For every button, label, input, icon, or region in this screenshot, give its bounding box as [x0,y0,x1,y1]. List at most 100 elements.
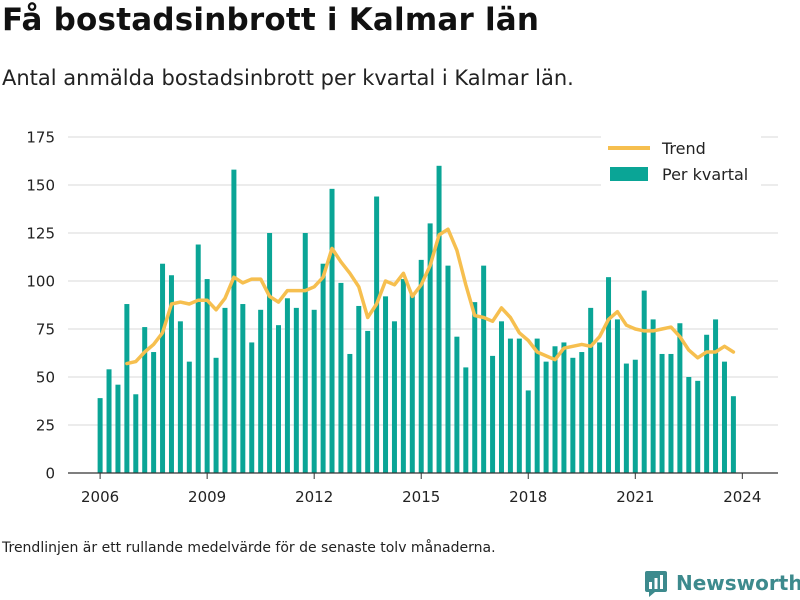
bar [177,321,183,473]
bar [507,338,513,473]
bar [267,233,273,473]
bar [168,275,174,473]
bar [543,361,549,473]
bar [463,367,469,473]
bar [365,330,371,473]
bar [160,263,166,473]
bar [320,263,326,473]
newsworthy-logo: Newsworthy [644,568,800,598]
brand-name: Newsworthy [676,571,800,595]
bar [588,307,594,473]
bar [213,357,219,473]
x-tick-label-2009: 2009 [188,488,226,506]
bar [276,325,281,473]
bar [195,244,201,473]
x-tick-label-2021: 2021 [616,488,654,506]
bar [454,336,460,473]
bar [713,319,719,473]
bar [561,342,567,473]
bar [124,304,130,473]
trend-line-path [125,227,736,366]
y-tick-label-75: 75 [36,321,55,339]
x-tick-label-2006: 2006 [81,488,119,506]
legend-label-per-kvartal: Per kvartal [662,165,748,184]
footnote: Trendlinjen är ett rullande medelvärde f… [2,540,496,556]
bar [650,319,656,473]
chart-subtitle: Antal anmälda bostadsinbrott per kvartal… [2,66,574,90]
bar [383,296,389,473]
bar [356,305,362,473]
bar [222,307,228,473]
bar [427,223,433,473]
x-tick-label-2018: 2018 [509,488,547,506]
bar [418,259,424,473]
bars-per-kvartal [97,165,736,474]
bar [641,290,647,473]
legend-label-trend: Trend [661,139,706,158]
bar [686,377,692,473]
bar [677,323,683,473]
bar [115,384,121,473]
bar [445,265,451,473]
bar [695,380,701,473]
bar [632,359,638,473]
bar [258,309,264,473]
bar [409,294,415,473]
bar [231,169,237,473]
bar [338,282,344,473]
y-tick-label-50: 50 [36,369,55,387]
bar [391,321,397,473]
bar [623,363,629,473]
bar [249,342,255,473]
bar [106,369,112,473]
bar [240,304,246,473]
bar [552,346,558,473]
x-tick-label-2015: 2015 [402,488,440,506]
bar [659,353,665,473]
x-tick-label-2012: 2012 [295,488,333,506]
legend-swatch-per-kvartal [610,167,648,181]
bar [472,302,478,473]
bar [186,361,192,473]
x-tick-label-2024: 2024 [723,488,761,506]
bar [579,352,585,473]
trend-line [125,227,736,366]
bar [436,165,442,474]
bar [570,357,576,473]
bar [597,342,603,473]
bar [400,279,406,473]
bar [204,279,210,473]
bar [730,396,736,473]
y-tick-label-100: 100 [26,273,55,291]
bar [302,233,308,473]
y-tick-label-175: 175 [26,129,55,147]
bar [704,334,710,473]
bar [516,338,522,473]
legend: Trend Per kvartal [601,130,761,188]
chart-title: Få bostadsinbrott i Kalmar län [2,2,540,38]
bar [133,394,139,473]
axes: 0 25 50 75 100 125 150 175 2006 2009 2012 2015 2018 2… [26,129,778,506]
newsworthy-logo-icon [645,571,667,597]
bar [498,321,504,473]
bar [311,309,317,473]
bar [490,355,496,473]
bar [374,196,380,473]
bar [151,352,157,473]
y-tick-label-125: 125 [26,225,55,243]
bar [668,353,674,473]
y-tick-label-150: 150 [26,177,55,195]
bar [329,188,335,473]
bar [481,265,487,473]
bar [293,307,299,473]
y-tick-label-25: 25 [36,417,55,435]
bar [614,319,620,473]
bar [284,298,290,473]
bar [721,361,727,473]
y-tick-label-0: 0 [45,465,55,483]
bar [525,390,531,473]
bar [97,398,103,473]
bar [347,353,353,473]
bar [606,277,612,473]
